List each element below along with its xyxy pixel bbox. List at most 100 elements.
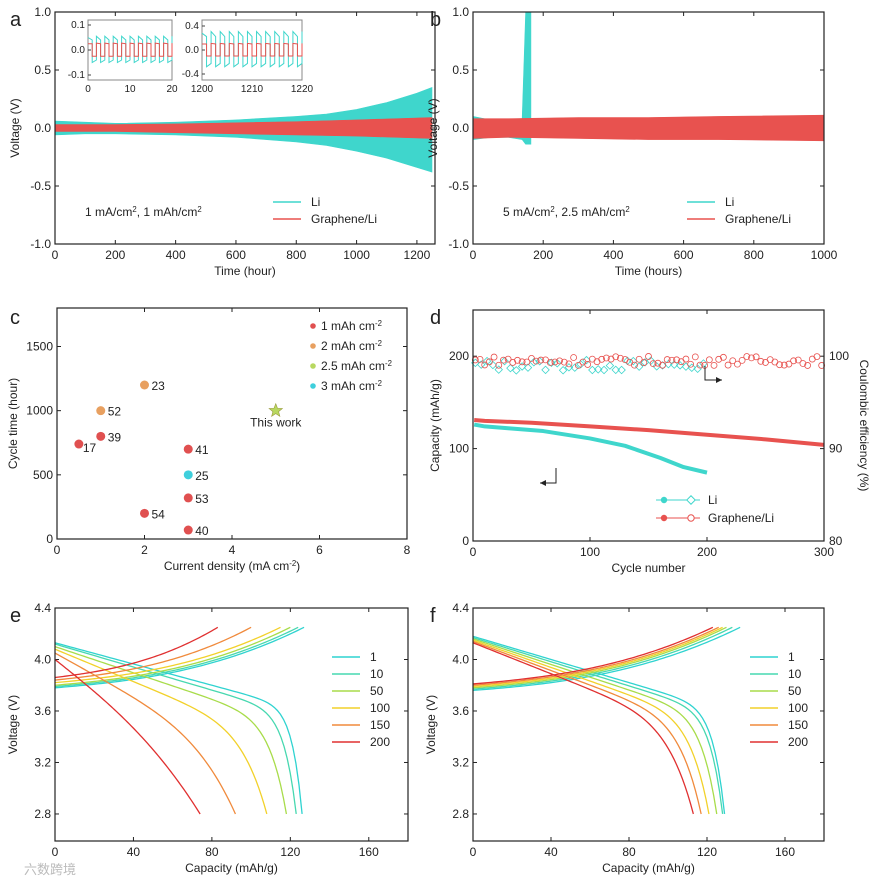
data-point-ref-40 <box>183 525 193 535</box>
discharge-curve-cycle-10 <box>54 643 297 815</box>
ce-marker-li <box>646 356 656 366</box>
discharge-curve-cycle-200 <box>472 642 694 815</box>
charge-curve-cycle-200 <box>472 626 714 685</box>
inset-y-tick-label: -0.1 <box>68 70 86 81</box>
legend-marker-filled <box>660 496 668 504</box>
y-tick-label: 1500 <box>26 340 53 354</box>
legend-label: 50 <box>788 684 802 698</box>
panel-e: e 0 40 80 120 160 2.8 3.2 3.6 4.0 4.4 Capacity (mAh… <box>6 601 409 875</box>
y-tick-label: 3.2 <box>452 755 469 769</box>
point-label: 52 <box>108 405 122 419</box>
x-tick-label: 200 <box>105 248 125 262</box>
x-axis-label: Time (hours) <box>615 264 683 278</box>
legend-marker <box>310 383 316 389</box>
ce-marker-graphene-li <box>476 355 484 363</box>
ce-marker-li <box>570 363 580 372</box>
plot-frame <box>54 607 409 842</box>
legend-label: 200 <box>370 735 390 749</box>
ce-marker-li <box>693 364 702 373</box>
ce-marker-graphene-li <box>481 361 489 369</box>
inset-x-tick-label: 1200 <box>191 84 214 95</box>
y-axis-label: Voltage (V) <box>8 98 22 157</box>
ce-marker-graphene-li <box>734 360 741 368</box>
discharge-curve-cycle-100 <box>472 639 710 815</box>
charge-curve-cycle-1 <box>472 626 741 692</box>
discharge-curve-cycle-1 <box>54 642 303 815</box>
ce-marker-graphene-li <box>705 356 713 364</box>
charge-curve-cycle-100 <box>472 626 723 688</box>
ce-marker-graphene-li <box>715 355 723 363</box>
capacity-line-li <box>473 422 708 475</box>
condition-annotation: 1 mA/cm2, 1 mAh/cm2 <box>85 205 202 220</box>
plot-frame <box>472 309 825 542</box>
discharge-curve-cycle-10 <box>472 636 724 815</box>
ce-marker-graphene-li <box>729 357 737 365</box>
plot-frame <box>472 607 825 842</box>
charge-curve-cycle-100 <box>54 626 281 684</box>
ce-marker-graphene-li <box>551 358 559 366</box>
x-tick-label: 300 <box>814 545 834 559</box>
legend-marker <box>310 343 316 349</box>
plot-frame <box>56 307 408 540</box>
ce-marker-graphene-li <box>696 361 704 369</box>
capacity-line-graphene-li <box>473 417 825 447</box>
y-tick-label: 200 <box>449 349 469 363</box>
x-tick-label: 600 <box>226 248 246 262</box>
panel-letter-a: a <box>10 9 22 31</box>
inset-2: -0.4 0.0 0.4 1200 1210 1220 <box>182 19 314 95</box>
charge-curve-cycle-10 <box>54 626 299 688</box>
inset-y-tick-label: 0.1 <box>71 20 85 31</box>
charge-curve-cycle-200 <box>54 626 219 679</box>
inset-x-tick-label: 10 <box>124 84 136 95</box>
x-tick-label: 4 <box>229 543 236 557</box>
y-tick-label: 4.0 <box>34 652 51 666</box>
y-tick-label: 1000 <box>26 404 53 418</box>
ce-marker-graphene-li <box>471 356 479 364</box>
point-label: 53 <box>195 492 209 506</box>
y-tick-label: 1.0 <box>34 5 51 19</box>
inset-x-tick-label: 1220 <box>291 84 314 95</box>
ce-marker-li <box>512 366 521 375</box>
point-label: 25 <box>195 469 209 483</box>
y-tick-label: 0 <box>46 532 53 546</box>
ce-marker-li <box>611 365 620 375</box>
ce-marker-graphene-li <box>724 361 732 369</box>
ce-marker-graphene-li <box>584 361 592 368</box>
panel-f: f 0 40 80 120 160 2.8 3.2 3.6 4.0 4.4 Capacity (mAh… <box>424 601 825 875</box>
ce-marker-graphene-li <box>518 358 526 366</box>
data-point-ref-23 <box>140 380 149 390</box>
x-tick-label: 8 <box>404 543 411 557</box>
point-label: 54 <box>152 507 166 521</box>
ce-marker-graphene-li <box>748 354 755 362</box>
ce-marker-graphene-li <box>663 356 671 363</box>
ce-marker-graphene-li <box>804 362 812 369</box>
inset-1: -0.1 0.0 0.1 0 10 20 <box>68 19 178 95</box>
legend-label: Graphene/Li <box>725 212 791 226</box>
condition-annotation: 5 mA/cm2, 2.5 mAh/cm2 <box>503 205 630 220</box>
x-tick-label: 0 <box>52 845 59 859</box>
inset-x-tick-label: 0 <box>85 84 91 95</box>
legend-label: 150 <box>370 718 390 732</box>
ce-marker-graphene-li <box>710 361 718 369</box>
ce-marker-graphene-li <box>631 361 638 369</box>
ce-marker-graphene-li <box>560 358 568 366</box>
ce-marker-li <box>541 365 550 375</box>
y-tick-label: 0.5 <box>452 63 469 77</box>
panel-d: d 0 100 200 300 0 100 200 Cycle number Capacity (… <box>428 307 871 575</box>
plot-frame <box>472 11 825 245</box>
inset-y-tick-label: 0.0 <box>185 45 199 56</box>
ce-marker-graphene-li <box>504 355 512 363</box>
x-tick-label: 40 <box>127 845 141 859</box>
y-tick-label: 500 <box>33 468 53 482</box>
ce-marker-graphene-li <box>485 358 493 366</box>
legend-label: 1 mAh cm-2 <box>321 319 382 334</box>
x-axis-label: Current density (mA cm-2) <box>164 559 300 574</box>
ce-marker-li <box>617 365 626 375</box>
legend-label: Graphene/Li <box>311 212 377 226</box>
legend-label: 50 <box>370 684 384 698</box>
ce-marker-li <box>500 356 509 366</box>
ce-marker-graphene-li <box>598 355 606 363</box>
ce-marker-li <box>640 358 650 367</box>
ce-marker-graphene-li <box>743 353 751 360</box>
panel-letter-f: f <box>430 605 436 627</box>
